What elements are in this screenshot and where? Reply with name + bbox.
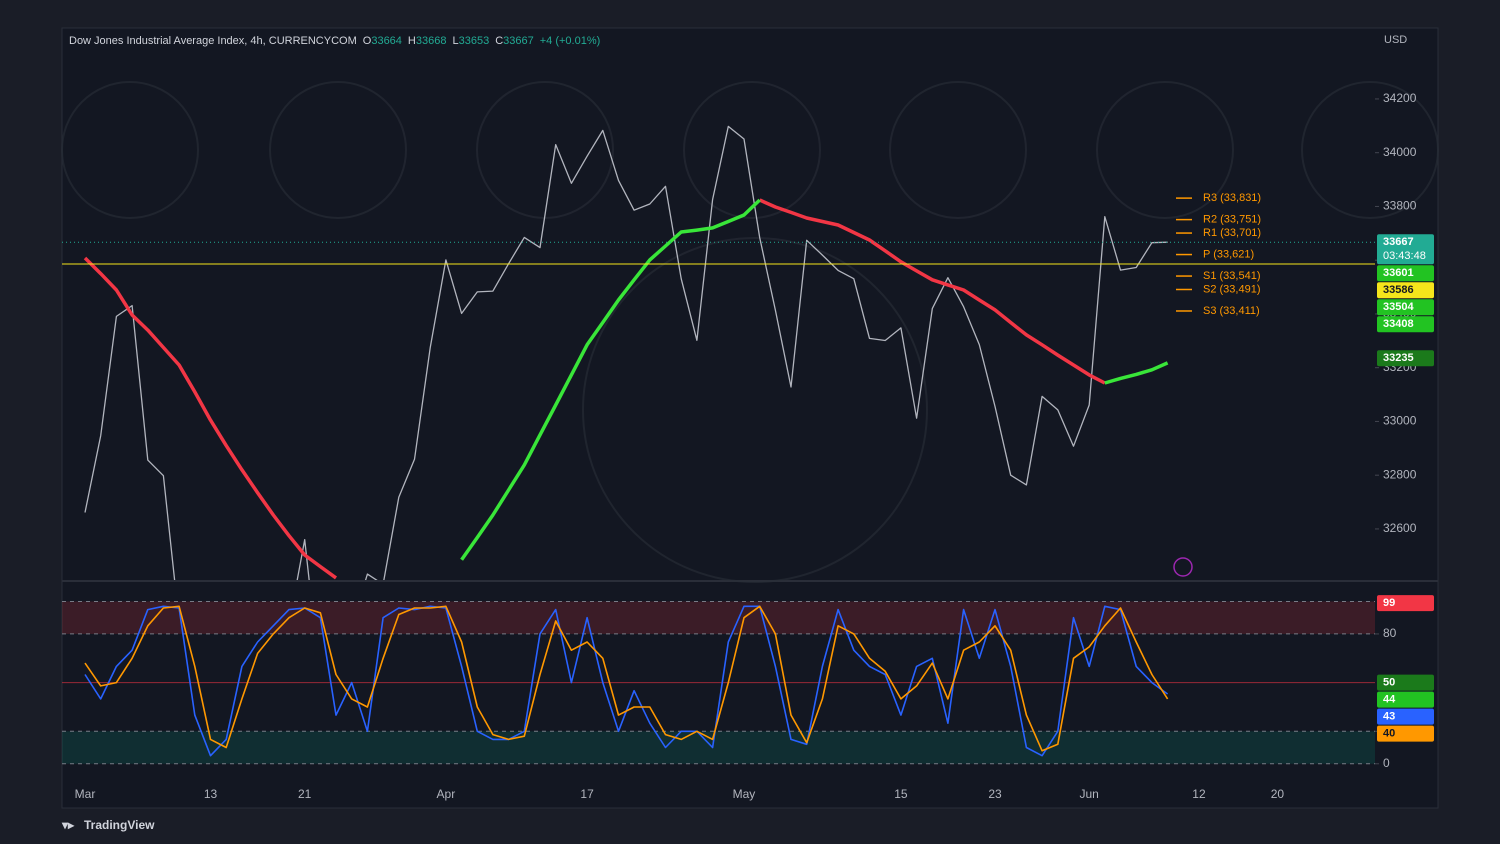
price-tag-label: 33235 bbox=[1383, 352, 1414, 364]
price-tag-label: 33408 bbox=[1383, 318, 1414, 330]
alert-icon[interactable] bbox=[1173, 557, 1193, 577]
watermark bbox=[61, 81, 1439, 583]
ohlc-value: 33668 bbox=[416, 35, 447, 47]
price-tag-label: 33601 bbox=[1383, 267, 1414, 279]
series-line bbox=[83, 198, 1106, 580]
price-tag bbox=[1377, 265, 1434, 282]
price-tag-label: 44 bbox=[1383, 694, 1396, 706]
y-tick-label: 34000 bbox=[1383, 145, 1417, 159]
zone bbox=[62, 601, 1375, 634]
x-tick-label: 15 bbox=[894, 787, 908, 801]
x-tick-label: 13 bbox=[204, 787, 218, 801]
price-tag bbox=[1377, 299, 1434, 316]
price-tag-label: 33586 bbox=[1383, 284, 1414, 296]
price-tag bbox=[1377, 691, 1434, 708]
price-tag-label: 99 bbox=[1383, 597, 1395, 609]
oscillator-pane bbox=[62, 600, 1375, 765]
chart-frame bbox=[61, 27, 1439, 809]
price-pane bbox=[62, 125, 1375, 580]
change: +4 (+0.01%) bbox=[540, 35, 601, 47]
price-tag bbox=[1377, 316, 1434, 333]
symbol: Dow Jones Industrial Average Index, 4h, … bbox=[69, 35, 357, 47]
x-tick-label: Apr bbox=[437, 787, 456, 801]
y-tick-label: 33000 bbox=[1383, 414, 1417, 428]
price-tag bbox=[1377, 234, 1434, 265]
series-line bbox=[460, 198, 1169, 561]
ohlc-label: L bbox=[452, 35, 458, 47]
y-tick-label: 33800 bbox=[1383, 199, 1417, 213]
price-tag-label: 40 bbox=[1383, 728, 1395, 740]
pivot-label: S1 (33,541) bbox=[1203, 270, 1260, 282]
x-tick-label: 12 bbox=[1192, 787, 1206, 801]
price-tag-label: 43 bbox=[1383, 711, 1395, 723]
x-tick-label: Jun bbox=[1079, 787, 1098, 801]
series-line bbox=[84, 605, 1169, 752]
y-tick-label: 0 bbox=[1383, 756, 1390, 770]
y-tick-label: 34200 bbox=[1383, 91, 1417, 105]
price-tag bbox=[1377, 350, 1434, 367]
brand: TradingView bbox=[84, 818, 155, 832]
ohlc-value: 33653 bbox=[459, 35, 490, 47]
price-tag bbox=[1377, 708, 1434, 725]
y-tick-label: 32600 bbox=[1383, 521, 1417, 535]
ohlc-label: C bbox=[495, 35, 503, 47]
price-tag bbox=[1377, 595, 1434, 612]
ohlc-label: O bbox=[363, 35, 372, 47]
countdown: 03:43:48 bbox=[1383, 250, 1426, 262]
x-tick-label: Mar bbox=[75, 787, 96, 801]
zone bbox=[62, 731, 1375, 764]
ohlc-label: H bbox=[408, 35, 416, 47]
pivot-label: R2 (33,751) bbox=[1203, 214, 1261, 226]
x-tick-label: 20 bbox=[1271, 787, 1285, 801]
x-tick-label: 17 bbox=[580, 787, 594, 801]
pivot-label: R3 (33,831) bbox=[1203, 192, 1261, 204]
brand-logo: ▾▸ bbox=[61, 818, 75, 832]
pivot-label: S2 (33,491) bbox=[1203, 283, 1260, 295]
price-tag-label: 33667 bbox=[1383, 236, 1414, 248]
price-tag bbox=[1377, 725, 1434, 742]
pivot-label: S3 (33,411) bbox=[1203, 305, 1260, 317]
ohlc-value: 33667 bbox=[503, 35, 534, 47]
series-line bbox=[84, 125, 1168, 580]
x-tick-label: 23 bbox=[988, 787, 1002, 801]
price-tag-label: 33504 bbox=[1383, 301, 1414, 313]
currency-label: USD bbox=[1384, 34, 1407, 46]
pivot-label: P (33,621) bbox=[1203, 248, 1254, 260]
x-tick-label: 21 bbox=[298, 787, 312, 801]
price-tag-label: 50 bbox=[1383, 677, 1395, 689]
x-tick-label: May bbox=[733, 787, 756, 801]
price-tag bbox=[1377, 674, 1434, 691]
y-tick-label: 32800 bbox=[1383, 467, 1417, 481]
pivot-label: R1 (33,701) bbox=[1203, 227, 1261, 239]
price-tag bbox=[1377, 282, 1434, 299]
chart-header: Dow Jones Industrial Average Index, 4h, … bbox=[69, 35, 600, 47]
axes: Mar 13 21 Apr 17 May 15 23 Jun 12 20 32600 32800 3300… bbox=[75, 91, 1434, 801]
y-tick-label: 80 bbox=[1383, 626, 1397, 640]
ohlc-value: 33664 bbox=[371, 35, 402, 47]
